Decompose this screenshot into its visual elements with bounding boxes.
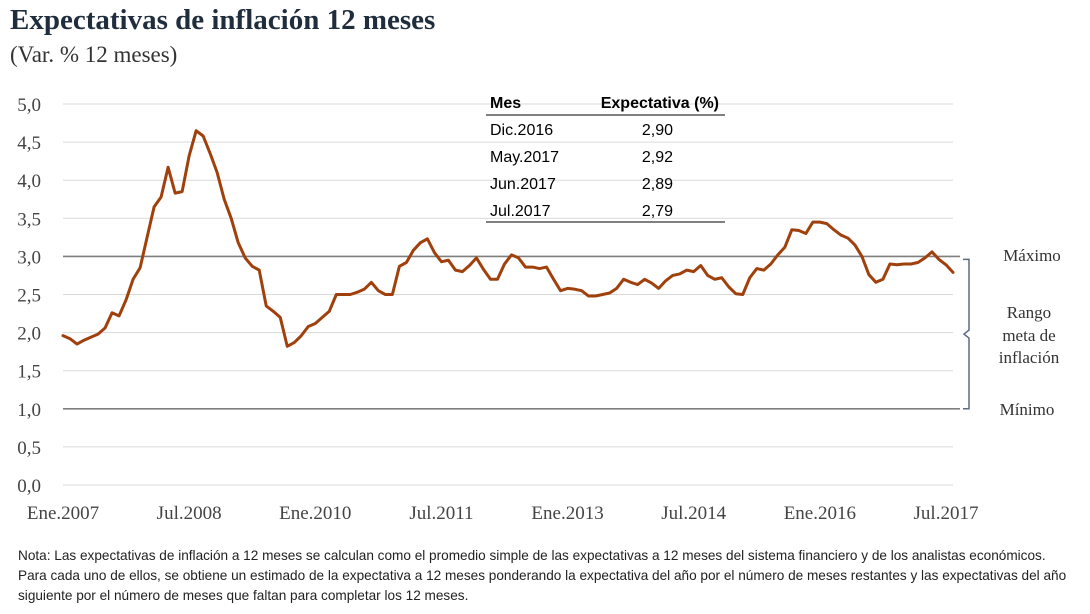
x-tick-label: Ene.2013 <box>531 503 603 524</box>
table-header-month: Mes <box>490 95 521 112</box>
y-tick-label: 5,0 <box>17 95 41 116</box>
x-tick-label: Jul.2017 <box>914 503 979 524</box>
range-label-line-2: meta de <box>1002 326 1055 345</box>
table-row-3-month: Jun.2017 <box>490 176 556 193</box>
y-tick-label: 2,0 <box>17 324 41 345</box>
inflation-expectations-line <box>61 129 955 348</box>
table-row-4-month: Jul.2017 <box>490 203 551 220</box>
expectations-table: Mes Expectativa (%) Dic.2016 2,90 May.20… <box>486 95 725 223</box>
inflation-expectations-chart: 0,0 0,5 1,0 1,5 2,0 2,5 3,0 3,5 4,0 4,5 5,0 Ene.20… <box>17 95 1061 524</box>
table-header-expectation: Expectativa (%) <box>601 95 719 112</box>
table-row-2-month: May.2017 <box>490 149 559 166</box>
y-tick-label: 4,5 <box>17 133 41 154</box>
y-tick-label: 0,0 <box>17 476 41 497</box>
chart-subtitle: (Var. % 12 meses) <box>10 42 178 67</box>
x-tick-label: Jul.2008 <box>157 503 222 524</box>
table-row-1-value: 2,90 <box>642 122 673 139</box>
x-axis-tick-labels: Ene.2007 Jul.2008 Ene.2010 Jul.2011 Ene.2013… <box>27 503 979 524</box>
chart-title: Expectativas de inflación 12 meses <box>10 4 436 36</box>
footnote: Nota: Las expectativas de inflación a 12… <box>18 548 1067 603</box>
min-label: Mínimo <box>1000 400 1055 419</box>
y-tick-label: 0,5 <box>17 438 41 459</box>
x-tick-label: Ene.2007 <box>27 503 99 524</box>
range-label-line-1: Rango <box>1007 303 1051 322</box>
y-tick-label: 2,5 <box>17 286 41 307</box>
y-axis-tick-labels: 0,0 0,5 1,0 1,5 2,0 2,5 3,0 3,5 4,0 4,5 5,0 <box>17 95 41 497</box>
y-tick-label: 1,0 <box>17 400 41 421</box>
table-row-3-value: 2,89 <box>642 176 673 193</box>
table-row-2-value: 2,92 <box>642 149 673 166</box>
table-row-4-value: 2,79 <box>642 203 673 220</box>
max-label: Máximo <box>1003 246 1061 265</box>
y-tick-label: 3,0 <box>17 247 41 268</box>
x-tick-label: Ene.2010 <box>279 503 351 524</box>
y-tick-label: 3,5 <box>17 209 41 230</box>
range-label-line-3: inflación <box>999 348 1060 367</box>
y-tick-label: 1,5 <box>17 362 41 383</box>
y-tick-label: 4,0 <box>17 171 41 192</box>
x-tick-label: Jul.2011 <box>409 503 473 524</box>
x-tick-label: Ene.2016 <box>784 503 856 524</box>
target-range-annotation: Máximo Rango meta de inflación Mínimo <box>962 246 1061 419</box>
range-bracket <box>962 258 970 410</box>
table-row-1-month: Dic.2016 <box>490 122 553 139</box>
series-group <box>61 129 955 348</box>
x-tick-label: Jul.2014 <box>661 503 726 524</box>
